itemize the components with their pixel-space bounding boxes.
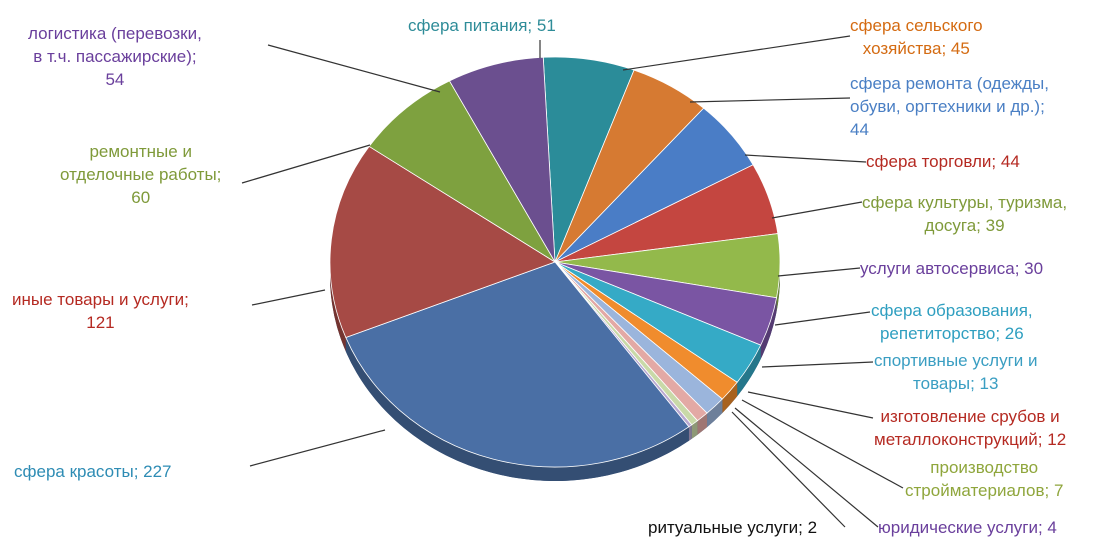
leader-line	[241, 144, 371, 184]
slice-data-label: сфера питания; 51	[408, 16, 556, 35]
pie-slice-side	[722, 382, 738, 414]
leader-line	[761, 361, 874, 368]
leader-line	[774, 311, 871, 326]
slice-data-label: юридические услуги; 4	[878, 518, 1057, 537]
pie-slice	[368, 80, 556, 263]
pie-slice-side	[697, 413, 708, 435]
slice-data-label: ремонтные и отделочные работы; 60	[60, 142, 222, 207]
pie-slice	[329, 145, 556, 338]
slice-data-label: иные товары и услуги; 121	[12, 290, 189, 332]
pie-slice-side	[688, 424, 692, 441]
pie-slice-side	[345, 337, 689, 482]
leader-line	[622, 35, 851, 71]
pie-slice-side	[707, 399, 723, 428]
slice-data-label: сфера культуры, туризма, досуга; 39	[862, 193, 1068, 235]
slice-data-label: изготовление срубов и металлоконструкций…	[874, 407, 1067, 449]
leader-line	[747, 391, 874, 419]
slice-data-label: услуги автосервиса; 30	[860, 259, 1044, 278]
slice-data-label: ритуальные услуги; 2	[648, 518, 818, 537]
pie-slice-side	[691, 420, 698, 439]
leader-line	[744, 154, 867, 163]
slice-data-label: спортивные услуги и товары; 13	[874, 351, 1038, 393]
slice-data-label: сфера красоты; 227	[14, 462, 172, 481]
leader-line	[689, 97, 851, 103]
leader-line	[251, 289, 326, 306]
pie-slice-side	[760, 297, 777, 360]
leader-line	[771, 201, 863, 219]
pie-slice-side	[737, 345, 761, 397]
slice-data-label: сфера торговли; 44	[866, 152, 1020, 171]
slice-data-label: сфера образования, репетиторство; 26	[871, 301, 1033, 343]
leader-line	[734, 407, 879, 528]
pie-slice	[448, 56, 556, 263]
slice-data-label: сфера ремонта (одежды, обуви, оргтехники…	[850, 74, 1049, 139]
leader-line	[267, 44, 441, 93]
leader-line	[777, 267, 861, 277]
leader-line	[731, 411, 846, 528]
slice-data-label: производство стройматериалов; 7	[905, 458, 1064, 500]
slice-data-label: логистика (перевозки, в т.ч. пассажирски…	[28, 24, 202, 89]
leader-line	[249, 429, 386, 467]
leader-line	[741, 399, 904, 489]
pie-slice	[345, 261, 690, 468]
slice-data-label: сфера сельского хозяйства; 45	[850, 16, 983, 58]
